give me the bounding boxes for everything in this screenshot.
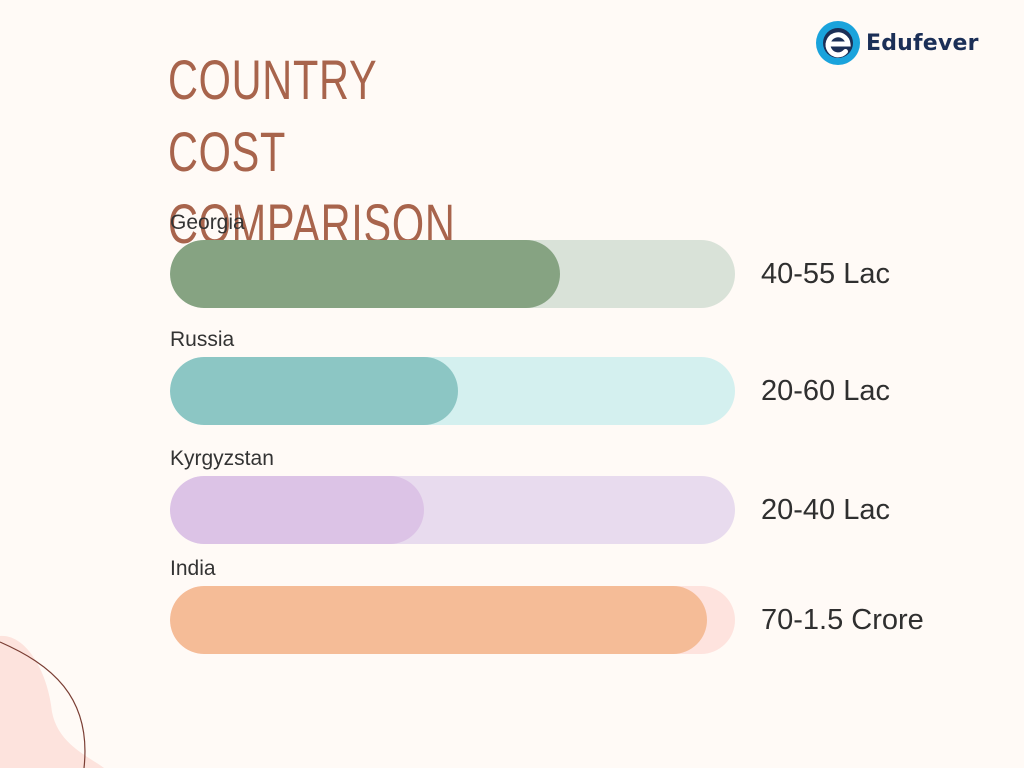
bar-track: [170, 586, 735, 654]
bar-value-label: 70-1.5 Crore: [761, 604, 924, 636]
bar-fill: [170, 586, 707, 654]
bar-fill: [170, 357, 458, 425]
edufever-logo-icon: [816, 21, 860, 65]
brand-name: Edufever: [866, 30, 979, 56]
bar-fill: [170, 476, 424, 544]
bar-value-label: 40-55 Lac: [761, 258, 890, 290]
bar-value-label: 20-40 Lac: [761, 494, 890, 526]
bar-row: Russia 20-60 Lac: [170, 327, 970, 425]
bar-category-label: Kyrgyzstan: [170, 447, 274, 470]
bar-fill: [170, 240, 560, 308]
bar-track: [170, 476, 735, 544]
bar-value-label: 20-60 Lac: [761, 375, 890, 407]
bar-category-label: Georgia: [170, 211, 245, 234]
bar-category-label: India: [170, 557, 216, 580]
bar-track: [170, 357, 735, 425]
bar-row: Georgia 40-55 Lac: [170, 210, 970, 308]
bar-track: [170, 240, 735, 308]
bar-row: India 70-1.5 Crore: [170, 556, 970, 654]
bar-row: Kyrgyzstan 20-40 Lac: [170, 446, 970, 544]
bar-category-label: Russia: [170, 328, 235, 351]
brand-logo: Edufever: [814, 18, 979, 68]
